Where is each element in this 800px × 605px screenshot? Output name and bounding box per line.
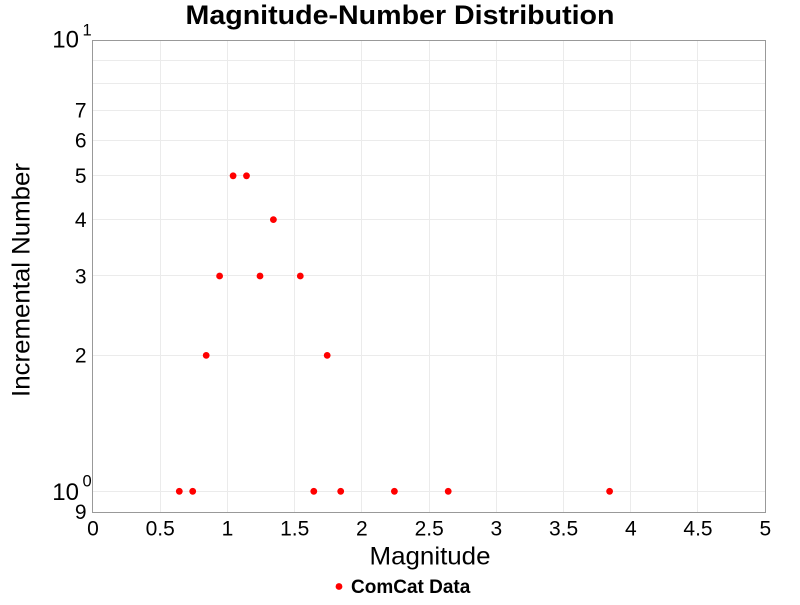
svg-text:2: 2 (75, 345, 87, 368)
svg-text:4: 4 (625, 518, 637, 541)
svg-text:Incremental Number: Incremental Number (8, 163, 36, 397)
svg-text:7: 7 (75, 99, 87, 122)
svg-text:10: 10 (52, 479, 79, 506)
svg-text:5: 5 (75, 165, 87, 188)
svg-text:Magnitude: Magnitude (370, 543, 491, 571)
svg-text:3: 3 (75, 265, 87, 288)
svg-text:9: 9 (75, 501, 87, 524)
svg-text:0.5: 0.5 (146, 518, 175, 541)
svg-text:Magnitude-Number Distribution: Magnitude-Number Distribution (186, 0, 615, 30)
svg-text:0: 0 (87, 518, 99, 541)
svg-text:3.5: 3.5 (549, 518, 578, 541)
svg-text:2.5: 2.5 (415, 518, 444, 541)
svg-text:0: 0 (83, 473, 92, 491)
svg-text:4: 4 (75, 209, 87, 232)
svg-text:10: 10 (52, 27, 79, 54)
svg-text:1.5: 1.5 (280, 518, 309, 541)
svg-text:1: 1 (222, 518, 234, 541)
svg-text:1: 1 (83, 22, 92, 40)
svg-text:6: 6 (75, 130, 87, 153)
svg-text:5: 5 (759, 518, 771, 541)
svg-text:3: 3 (491, 518, 503, 541)
svg-text:2: 2 (356, 518, 368, 541)
svg-text:4.5: 4.5 (683, 518, 712, 541)
svg-text:ComCat Data: ComCat Data (351, 577, 471, 598)
